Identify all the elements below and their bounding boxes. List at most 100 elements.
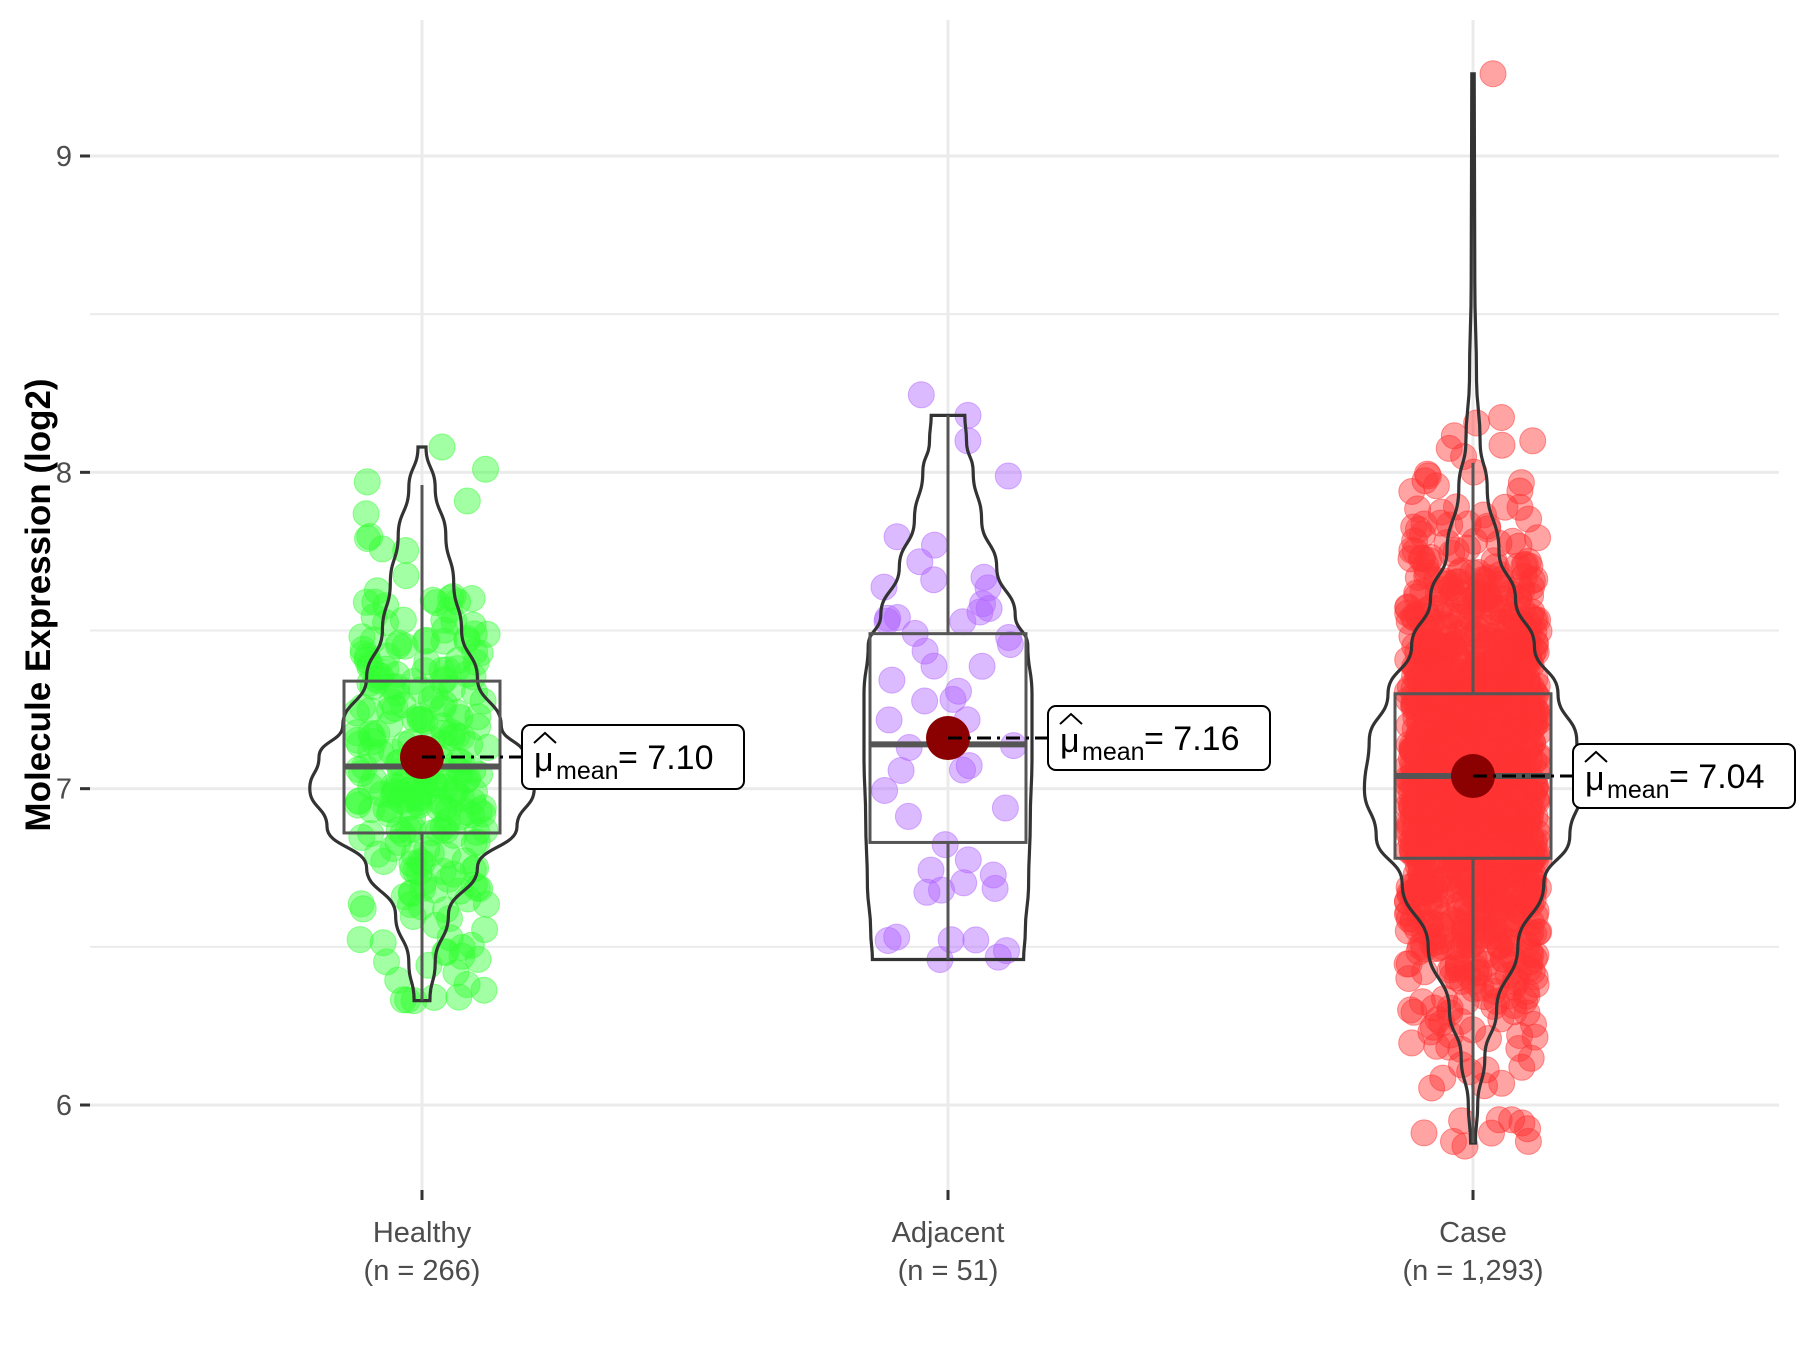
data-point [974, 574, 1002, 602]
data-point [472, 455, 499, 483]
data-point [1401, 682, 1428, 710]
data-point [1430, 737, 1458, 765]
data-point [354, 525, 381, 552]
data-point [911, 687, 939, 715]
data-point [1421, 734, 1449, 762]
data-point [1409, 930, 1437, 958]
data-point [469, 687, 497, 715]
data-point [1512, 873, 1540, 900]
data-point [1488, 659, 1516, 686]
data-point [439, 719, 466, 747]
data-point [1515, 505, 1543, 533]
data-point [913, 878, 941, 906]
data-point [1398, 1029, 1426, 1057]
data-point [954, 846, 982, 874]
data-point [461, 678, 488, 706]
data-point [469, 794, 497, 822]
data-point [429, 857, 457, 885]
data-point [1475, 564, 1503, 592]
data-point [1501, 725, 1529, 753]
data-point [360, 603, 388, 631]
data-point [1403, 826, 1430, 854]
data-point [349, 640, 377, 668]
data-point [1423, 808, 1451, 836]
data-point [1488, 1069, 1516, 1097]
data-point [461, 778, 488, 806]
data-point [1420, 661, 1448, 689]
violin-outline [308, 445, 536, 1003]
data-point [1404, 515, 1432, 543]
data-point [1400, 513, 1428, 541]
data-point [1429, 1064, 1457, 1092]
hat-icon [1059, 712, 1083, 725]
data-point [411, 657, 439, 685]
group-adjacent: μ mean = 7.16 [862, 381, 1271, 973]
data-point [968, 652, 996, 680]
data-point [1450, 913, 1478, 941]
data-point [1414, 462, 1442, 490]
data-point [464, 713, 492, 741]
data-point [372, 795, 400, 823]
data-point [471, 916, 499, 944]
data-point [878, 666, 906, 694]
data-point [1452, 798, 1480, 825]
data-point [1488, 404, 1515, 431]
data-point [1394, 899, 1422, 926]
data-point [356, 697, 384, 725]
data-point [895, 734, 923, 761]
data-point [1517, 716, 1545, 743]
data-point [1439, 962, 1466, 990]
x-tick-label: Adjacent [892, 1217, 1005, 1249]
data-point [1402, 703, 1430, 731]
data-point [1479, 677, 1507, 705]
y-tick-label: 6 [56, 1090, 72, 1122]
data-point [1450, 927, 1478, 955]
data-point [389, 606, 417, 634]
data-point [917, 856, 945, 884]
mean-subscript: mean [556, 757, 619, 785]
data-point [1418, 1074, 1446, 1102]
data-point [366, 663, 394, 691]
hat-icon [533, 731, 557, 744]
data-point [1514, 1127, 1542, 1155]
x-tick-label: Healthy [373, 1217, 472, 1249]
data-point [979, 861, 1007, 889]
data-point [871, 777, 899, 804]
data-point [1516, 848, 1544, 876]
data-point [1474, 798, 1502, 826]
mean-label-box [1047, 705, 1271, 772]
x-tick-count-label: (n = 266) [364, 1255, 481, 1287]
data-point [358, 796, 386, 824]
data-point [413, 836, 441, 863]
data-point [453, 487, 481, 515]
data-point [346, 926, 374, 954]
y-axis-title: Molecule Expression (log2) [19, 378, 58, 831]
data-point [1424, 1006, 1452, 1034]
mean-label-box [1572, 743, 1796, 810]
data-point [1455, 709, 1483, 736]
data-point [1505, 532, 1533, 560]
data-point [384, 632, 412, 660]
data-point [931, 831, 959, 859]
data-point [392, 562, 420, 590]
data-point [397, 891, 424, 918]
data-point [1475, 585, 1503, 613]
data-point [405, 791, 433, 819]
mean-subscript: mean [1607, 776, 1670, 804]
data-point [1446, 579, 1474, 607]
data-point [1494, 677, 1522, 705]
data-point [1431, 686, 1459, 714]
data-point [411, 627, 439, 655]
data-point [996, 631, 1024, 658]
x-tick-count-label: (n = 51) [898, 1255, 999, 1287]
data-point [406, 702, 434, 730]
data-point [1495, 637, 1523, 665]
data-point [949, 756, 976, 784]
data-point [1499, 864, 1527, 892]
data-point [1442, 537, 1470, 565]
data-point [413, 648, 441, 676]
violin-outline [1362, 72, 1584, 1145]
data-point [1421, 876, 1449, 904]
data-point-max [1479, 60, 1507, 88]
